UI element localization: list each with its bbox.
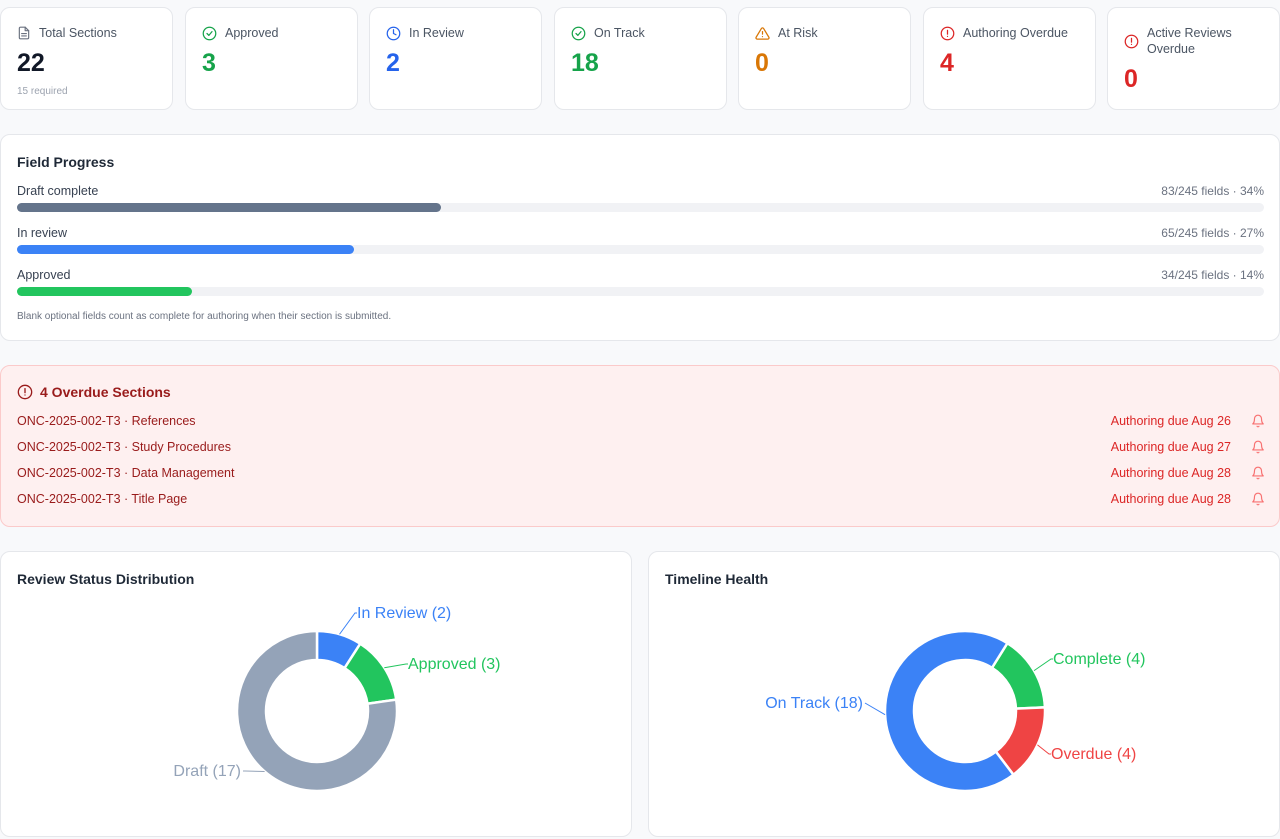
stat-label: Approved — [225, 26, 279, 40]
field-progress-panel: Field Progress Draft complete 83/245 fie… — [0, 134, 1280, 341]
overdue-item-name[interactable]: ONC-2025-002-T3 · Study Procedures — [17, 440, 231, 454]
stat-card-authoring-overdue: Authoring Overdue 4 — [923, 7, 1096, 110]
progress-track — [17, 287, 1264, 296]
stat-card-active-reviews-overdue: Active Reviews Overdue 0 — [1107, 7, 1280, 110]
progress-meta: 65/245 fields · 27% — [1161, 226, 1264, 240]
progress-fill — [17, 245, 354, 254]
stat-card-in-review: In Review 2 — [369, 7, 542, 110]
stat-value: 4 — [940, 49, 954, 77]
stat-label: Active Reviews Overdue — [1147, 26, 1232, 56]
stat-value: 22 — [17, 49, 45, 77]
stat-value: 2 — [386, 49, 400, 77]
bell-icon[interactable] — [1251, 414, 1265, 428]
donut-slice-label: Approved (3) — [408, 656, 501, 673]
warning-triangle-icon — [755, 27, 770, 40]
progress-meta: 34/245 fields · 14% — [1161, 268, 1264, 282]
stat-label: In Review — [409, 26, 464, 40]
overdue-item-name[interactable]: ONC-2025-002-T3 · Title Page — [17, 492, 188, 506]
stat-subtext: 15 required — [17, 86, 68, 97]
check-circle-icon — [571, 26, 586, 41]
document-icon — [18, 26, 30, 40]
stat-value: 3 — [202, 49, 216, 77]
stat-card-on-track: On Track 18 — [554, 7, 727, 110]
overdue-item-due: Authoring due Aug 28 — [1110, 492, 1231, 506]
progress-label: Draft complete — [17, 184, 99, 198]
bell-icon[interactable] — [1251, 466, 1265, 480]
overdue-item-name[interactable]: ONC-2025-002-T3 · Data Management — [17, 466, 235, 480]
donut-leader-line — [1037, 744, 1051, 755]
progress-track — [17, 245, 1264, 254]
donut-slice-label: Overdue (4) — [1051, 746, 1136, 763]
clock-icon — [386, 26, 401, 41]
donut-leader-line — [864, 702, 886, 716]
alert-circle-icon — [1124, 34, 1139, 49]
donut-slice-draft[interactable] — [235, 629, 399, 793]
progress-fill — [17, 203, 441, 212]
progress-track — [17, 203, 1264, 212]
donut-slice-label: In Review (2) — [357, 605, 451, 622]
chart-title: Review Status Distribution — [17, 571, 195, 587]
bell-icon[interactable] — [1251, 440, 1265, 454]
stat-label: Authoring Overdue — [963, 26, 1068, 40]
review-status-chart-panel: Review Status Distribution In Review (2)… — [0, 551, 632, 837]
overdue-sections-panel: 4 Overdue Sections ONC-2025-002-T3 · Ref… — [0, 365, 1280, 527]
progress-meta: 83/245 fields · 34% — [1161, 184, 1264, 198]
overdue-item[interactable]: ONC-2025-002-T3 · References Authoring d… — [17, 414, 1265, 432]
review-status-donut: In Review (2) Approved (3) Draft (17) — [173, 605, 501, 793]
stat-card-total-sections: Total Sections 22 15 required — [0, 7, 173, 110]
donut-slice-label: On Track (18) — [765, 695, 863, 712]
alert-circle-icon — [940, 26, 955, 41]
progress-label: In review — [17, 226, 68, 240]
overdue-item[interactable]: ONC-2025-002-T3 · Data Management Author… — [17, 466, 1265, 484]
timeline-health-donut: Complete (4) Overdue (4) On Track (18) — [765, 629, 1145, 793]
chart-title: Timeline Health — [665, 571, 769, 587]
stat-card-approved: Approved 3 — [185, 7, 358, 110]
overdue-item-due: Authoring due Aug 27 — [1110, 440, 1231, 454]
stat-label: Total Sections — [39, 26, 117, 40]
panel-title: Field Progress — [17, 154, 115, 170]
progress-note: Blank optional fields count as complete … — [17, 311, 392, 322]
donut-leader-line — [384, 663, 408, 669]
donut-slice-label: Draft (17) — [173, 763, 241, 780]
stat-label: On Track — [594, 26, 645, 40]
overdue-item[interactable]: ONC-2025-002-T3 · Study Procedures Autho… — [17, 440, 1265, 458]
stat-card-at-risk: At Risk 0 — [738, 7, 911, 110]
check-circle-icon — [202, 26, 217, 41]
donut-slice-label: Complete (4) — [1053, 651, 1145, 668]
timeline-health-chart-panel: Timeline Health Complete (4) Overdue (4) O… — [648, 551, 1280, 837]
stat-value: 18 — [571, 49, 599, 77]
overdue-item[interactable]: ONC-2025-002-T3 · Title Page Authoring d… — [17, 492, 1265, 510]
alert-circle-icon — [17, 384, 33, 400]
progress-fill — [17, 287, 192, 296]
overdue-item-due: Authoring due Aug 26 — [1110, 414, 1231, 428]
stat-label: At Risk — [778, 26, 818, 40]
overdue-item-name[interactable]: ONC-2025-002-T3 · References — [17, 414, 196, 428]
bell-icon[interactable] — [1251, 492, 1265, 506]
overdue-item-due: Authoring due Aug 28 — [1110, 466, 1231, 480]
donut-leader-line — [339, 612, 357, 635]
donut-leader-line — [1033, 658, 1053, 672]
donut-slice-on-track[interactable] — [883, 629, 1016, 793]
overdue-title: 4 Overdue Sections — [40, 384, 171, 400]
stat-value: 0 — [1124, 65, 1138, 93]
progress-label: Approved — [17, 268, 71, 282]
stat-value: 0 — [755, 49, 769, 77]
